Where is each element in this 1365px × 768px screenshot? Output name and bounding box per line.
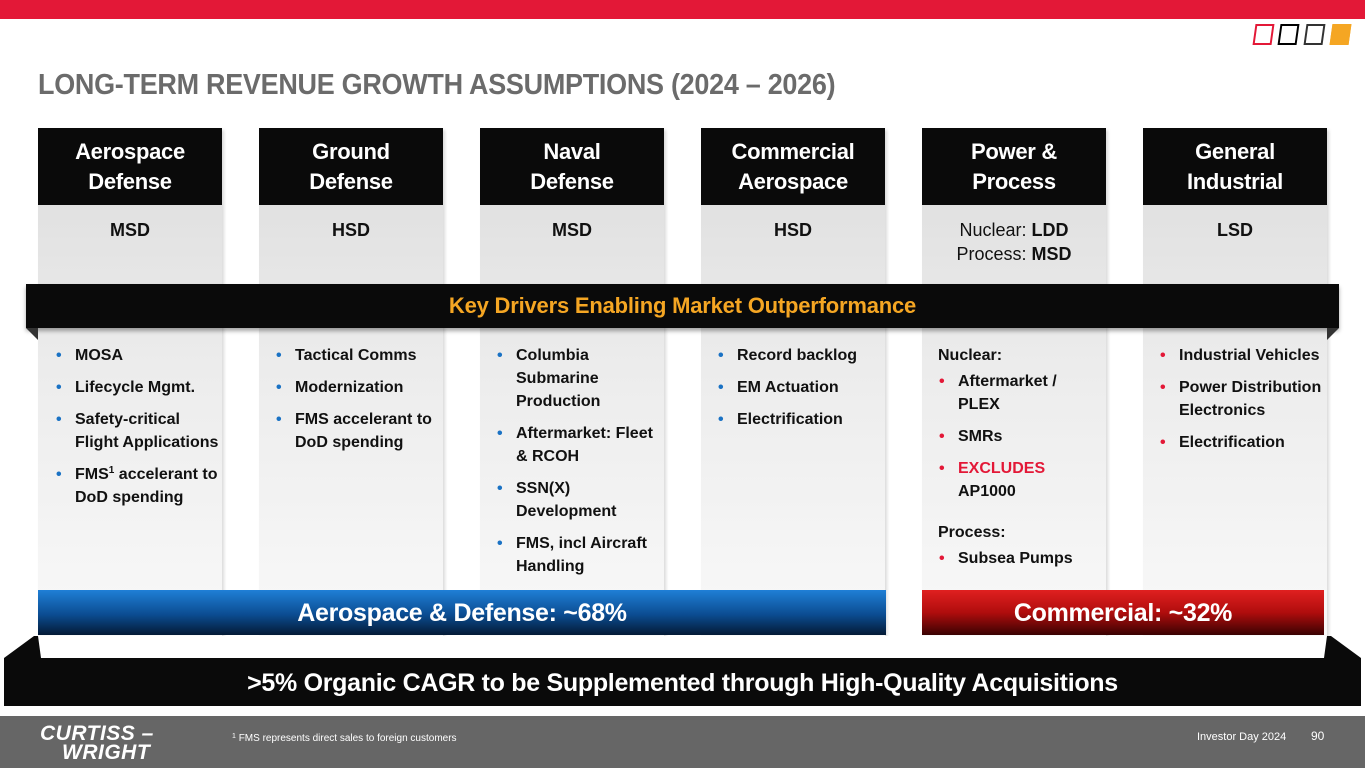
growth-rate: Nuclear: LDD Process: MSD [956, 220, 1072, 264]
footer: CURTISS – WRIGHT 1 FMS represents direct… [0, 716, 1365, 768]
drivers-list-ground-defense: Tactical Comms Modernization FMS acceler… [275, 344, 440, 463]
curtiss-wright-logo: CURTISS – WRIGHT [40, 722, 154, 764]
red-square-icon [1252, 24, 1275, 45]
column-header: Commercial Aerospace [701, 128, 885, 205]
column-header: Ground Defense [259, 128, 443, 205]
list-item: Electrification [1159, 431, 1324, 454]
nuclear-heading: Nuclear: [938, 347, 1003, 364]
growth-rate: MSD [552, 220, 592, 240]
list-item: Lifecycle Mgmt. [55, 376, 220, 399]
drivers-list-naval-defense: Columbia Submarine Production Aftermarke… [496, 344, 656, 587]
column-header: General Industrial [1143, 128, 1327, 205]
orange-square-icon [1329, 24, 1352, 45]
black-square-icon [1303, 24, 1326, 45]
drivers-list-aerospace-defense: MOSA Lifecycle Mgmt. Safety-critical Fli… [55, 344, 220, 518]
list-item: MOSA [55, 344, 220, 367]
list-item: Safety-critical Flight Applications [55, 408, 220, 454]
top-accent-bar [0, 0, 1365, 19]
growth-rate: LSD [1217, 220, 1253, 240]
list-item: Record backlog [717, 344, 882, 367]
excludes-label: EXCLUDES [958, 460, 1046, 477]
key-drivers-band: Key Drivers Enabling Market Outperforman… [26, 284, 1339, 340]
page-number: 90 [1311, 729, 1325, 743]
list-item: Aftermarket / PLEX [938, 370, 1088, 416]
black-square-icon [1277, 24, 1300, 45]
list-item: Modernization [275, 376, 440, 399]
key-drivers-title: Key Drivers Enabling Market Outperforman… [448, 293, 917, 318]
list-item: FMS1 accelerant to DoD spending [55, 463, 220, 509]
footnote: 1 FMS represents direct sales to foreign… [232, 733, 457, 744]
column-header: Naval Defense [480, 128, 664, 205]
column-header: Aerospace Defense [38, 128, 222, 205]
list-item: SMRs [938, 425, 1088, 448]
list-item: Electrification [717, 408, 882, 431]
process-heading: Process: [938, 524, 1006, 541]
list-item: Power Distribution Electronics [1159, 376, 1324, 422]
column-header: Power & Process [922, 128, 1106, 205]
list-item: Aftermarket: Fleet & RCOH [496, 422, 656, 468]
aerospace-defense-share-bar: Aerospace & Defense: ~68% [38, 590, 886, 635]
list-item: FMS accelerant to DoD spending [275, 408, 440, 454]
page-title: LONG-TERM REVENUE GROWTH ASSUMPTIONS (20… [38, 69, 836, 101]
brand-squares-icon [1252, 24, 1354, 48]
list-item: Industrial Vehicles [1159, 344, 1324, 367]
cagr-statement: >5% Organic CAGR to be Supplemented thro… [247, 669, 1118, 697]
growth-rate: MSD [110, 220, 150, 240]
list-item: Tactical Comms [275, 344, 440, 367]
list-item: Subsea Pumps [938, 547, 1088, 570]
event-label: Investor Day 2024 [1197, 731, 1287, 743]
list-item: EM Actuation [717, 376, 882, 399]
growth-rate: HSD [331, 220, 370, 240]
list-item: Columbia Submarine Production [496, 344, 656, 413]
drivers-list-power-process: Nuclear: Aftermarket / PLEX SMRs EXCLUDE… [938, 344, 1088, 579]
commercial-share-bar: Commercial: ~32% [922, 590, 1324, 635]
drivers-list-commercial-aerospace: Record backlog EM Actuation Electrificat… [717, 344, 882, 440]
cagr-band: >5% Organic CAGR to be Supplemented thro… [4, 636, 1361, 706]
cagr-band-shape [4, 636, 1361, 706]
growth-rate: HSD [773, 220, 812, 240]
drivers-list-general-industrial: Industrial Vehicles Power Distribution E… [1159, 344, 1324, 463]
list-item: FMS, incl Aircraft Handling [496, 532, 656, 578]
list-item: SSN(X) Development [496, 477, 656, 523]
